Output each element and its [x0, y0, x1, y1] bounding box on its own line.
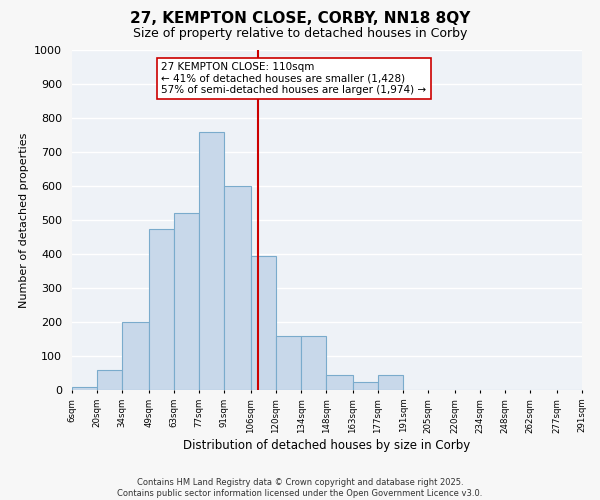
Text: 27, KEMPTON CLOSE, CORBY, NN18 8QY: 27, KEMPTON CLOSE, CORBY, NN18 8QY — [130, 11, 470, 26]
Text: Size of property relative to detached houses in Corby: Size of property relative to detached ho… — [133, 28, 467, 40]
Text: Contains HM Land Registry data © Crown copyright and database right 2025.
Contai: Contains HM Land Registry data © Crown c… — [118, 478, 482, 498]
Bar — [72, 386, 97, 390]
Bar — [199, 132, 224, 390]
Bar — [122, 322, 149, 390]
Bar — [149, 228, 174, 390]
Bar — [353, 382, 378, 390]
Bar — [301, 336, 326, 390]
Bar — [378, 374, 403, 390]
Text: 27 KEMPTON CLOSE: 110sqm
← 41% of detached houses are smaller (1,428)
57% of sem: 27 KEMPTON CLOSE: 110sqm ← 41% of detach… — [161, 62, 427, 95]
Bar — [326, 374, 353, 390]
X-axis label: Distribution of detached houses by size in Corby: Distribution of detached houses by size … — [184, 440, 470, 452]
Bar — [276, 336, 301, 390]
Bar — [224, 186, 251, 390]
Y-axis label: Number of detached properties: Number of detached properties — [19, 132, 29, 308]
Bar — [174, 213, 199, 390]
Bar — [251, 256, 276, 390]
Bar — [97, 370, 122, 390]
